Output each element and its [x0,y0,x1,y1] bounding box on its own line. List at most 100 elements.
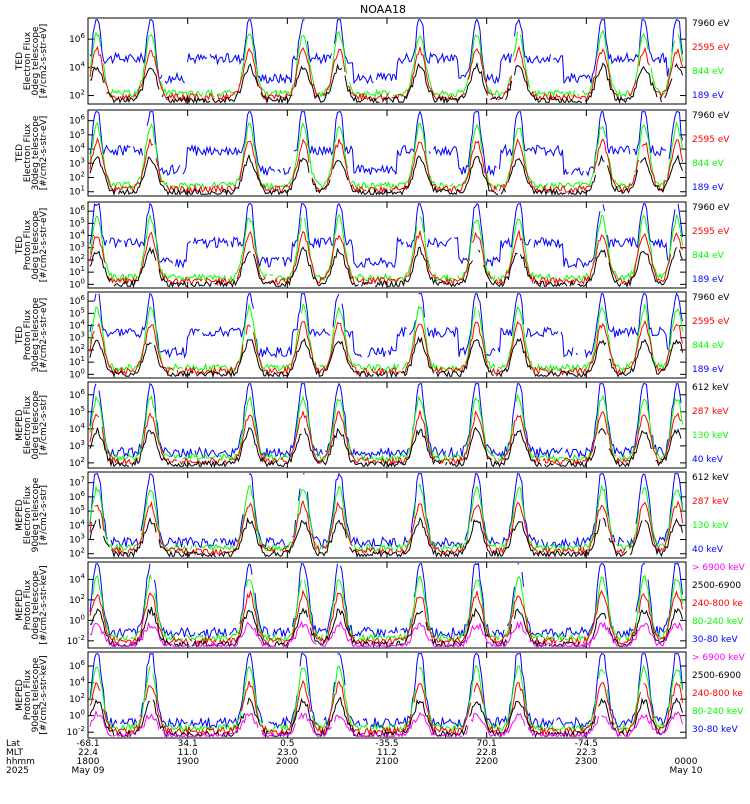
y-tick-label: 102 [69,692,85,705]
time-label: 2200 [475,757,498,767]
y-tick-label: 102 [69,547,85,560]
legend-entry: 7960 eV [692,293,730,303]
legend-entry: 844 eV [692,251,725,261]
y-axis-label: [#/cm2-s-str-eV] [39,208,49,283]
panel-frame [87,291,687,379]
series-trace [89,620,683,648]
y-tick-label: 105 [69,128,85,141]
series-trace [89,45,683,102]
mlt-label: 11.0 [178,748,198,758]
y-tick-label: 106 [69,659,85,672]
mlt-label: 22.4 [78,748,98,758]
series-trace [89,516,683,559]
y-axis-label: 90deg telescope [31,657,41,732]
y-axis-label: [#/cm2-s-str] [39,395,49,455]
y-axis-label: [#/cm2-s-str-keV] [39,565,49,644]
legend-entry: 30-80 keV [692,635,738,645]
legend-entry: 844 eV [692,159,725,169]
legend-entry: 189 eV [692,275,725,285]
y-tick-label: 105 [69,306,85,319]
y-tick-label: 102 [69,593,85,606]
legend-entry: 240-800 ke [692,599,743,609]
y-tick-label: 106 [69,204,85,217]
y-axis-label: Electron Flux [23,485,33,544]
lat-label: 70.1 [477,739,497,749]
y-tick-label: 100 [69,367,85,380]
y-tick-label: 105 [69,405,85,418]
legend-entry: 612 keV [692,383,729,393]
y-tick-label: 101 [69,185,85,198]
y-tick-label: 101 [69,265,85,278]
y-tick-label: 104 [69,676,85,689]
legend-entry: 240-800 ke [692,689,743,699]
y-axis-label: TED [15,144,25,163]
y-axis-label: 30deg telescope [31,115,41,190]
y-axis-label: 90deg telescope [31,477,41,552]
y-tick-label: 107 [69,476,85,489]
y-axis-label: Proton Flux [23,219,33,270]
y-axis-label: [#/cm2-s-str-eV] [39,116,49,191]
y-tick-label: 105 [69,504,85,517]
y-axis-label: TED [15,326,25,345]
series-trace [89,213,683,283]
legend-entry: 2595 eV [692,317,730,327]
legend-entry: 7960 eV [692,111,730,121]
mlt-label: 11.2 [377,748,397,758]
y-axis-label: 0deg telescope [31,26,41,96]
y-tick-label: 102 [69,456,85,469]
y-tick-label: 103 [69,156,85,169]
y-axis-label: MEPED [15,589,25,621]
series-trace [89,382,682,459]
x-row-label: MLT [6,748,24,758]
y-tick-label: 103 [69,439,85,452]
y-tick-label: 100 [69,613,85,626]
legend-entry: 130 keV [692,521,729,531]
legend-entry: > 6900 keV [692,653,746,663]
y-axis-label: 30deg telescope [31,297,41,372]
legend-entry: 612 keV [692,473,729,483]
y-tick-label: 104 [69,142,85,155]
series-trace [89,61,683,105]
legend-entry: 287 keV [692,497,729,507]
y-tick-label: 104 [69,422,85,435]
y-axis-label: MEPED [15,409,25,441]
legend-entry: 30-80 keV [692,725,738,735]
y-axis-label: Electron Flux [23,123,33,182]
y-axis-label: Electron Flux [23,31,33,90]
y-tick-label: 104 [69,229,85,242]
y-axis-label: 0deg telescope [31,570,41,640]
legend-entry: > 6900 keV [692,563,746,573]
y-tick-label: 102 [69,343,85,356]
legend-entry: 80-240 keV [692,617,744,627]
legend-entry: 2595 eV [692,43,730,53]
y-axis-label: MEPED [15,499,25,531]
y-tick-label: 104 [69,60,85,73]
legend-entry: 7960 eV [692,19,730,29]
legend-entry: 287 keV [692,407,729,417]
y-axis-label: 0deg telescope [31,390,41,460]
y-tick-label: 101 [69,355,85,368]
figure-title: NOAA18 [360,3,406,16]
legend-entry: 40 keV [692,455,724,465]
legend-entry: 2500-6900 [692,671,741,681]
legend-entry: 189 eV [692,183,725,193]
time-label: 1900 [176,757,199,767]
series-trace [89,153,683,197]
y-axis-label: Electron Flux [23,395,33,454]
y-tick-label: 103 [69,331,85,344]
legend-entry: 2500-6900 [692,581,741,591]
y-tick-label: 105 [69,216,85,229]
series-trace [89,335,683,379]
series-trace [89,319,683,376]
legend-entry: 844 eV [692,67,725,77]
y-axis-label: Proton Flux [23,669,33,720]
y-tick-label: 100 [69,277,85,290]
y-tick-label: 104 [69,572,85,585]
